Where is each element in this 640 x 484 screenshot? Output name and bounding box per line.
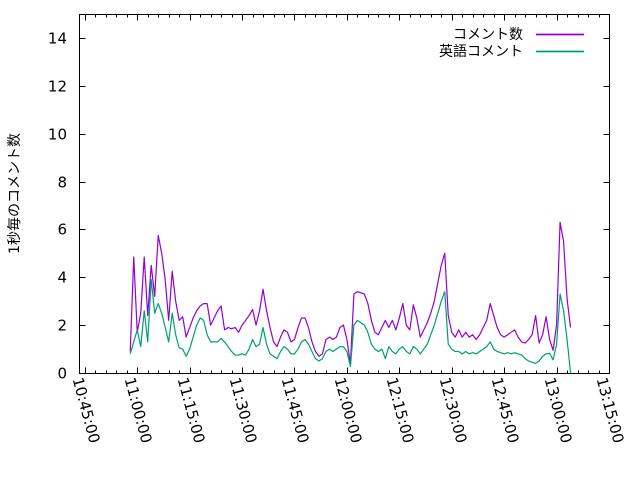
y-axis-tick-label: 14 [48, 30, 67, 48]
x-axis-tick-label: 11:30:00 [226, 375, 261, 445]
x-axis-tick-label: 11:00:00 [121, 375, 156, 445]
y-axis-tick-label: 12 [48, 78, 67, 96]
series-line-1 [129, 279, 572, 374]
x-axis-tick-label: 11:45:00 [278, 375, 313, 445]
y-axis-tick-label: 2 [57, 317, 67, 335]
x-axis-tick-label: 12:45:00 [488, 375, 523, 445]
y-axis-tick-label: 8 [57, 174, 67, 192]
x-axis-tick-label: 13:15:00 [593, 375, 628, 445]
x-axis-tick-label: 12:30:00 [436, 375, 471, 445]
y-axis-tick-label: 10 [48, 126, 67, 144]
y-axis-title: 1秒毎のコメント数 [7, 133, 23, 254]
legend-label-0: コメント数 [453, 27, 523, 43]
x-axis-tick-label: 12:00:00 [331, 375, 366, 445]
x-axis-tick-label: 12:15:00 [383, 375, 418, 445]
y-axis-tick-label: 0 [57, 365, 67, 383]
x-axis-tick-label: 10:45:00 [69, 375, 104, 445]
series-line-0 [129, 221, 572, 365]
plot-border [79, 14, 610, 374]
x-axis-tick-label: 13:00:00 [541, 375, 576, 445]
axis-ticks [79, 14, 610, 374]
y-axis-tick-label: 6 [57, 221, 67, 239]
legend-label-1: 英語コメント [439, 43, 523, 60]
x-axis-tick-label: 11:15:00 [174, 375, 209, 445]
y-axis-tick-label: 4 [57, 269, 67, 287]
